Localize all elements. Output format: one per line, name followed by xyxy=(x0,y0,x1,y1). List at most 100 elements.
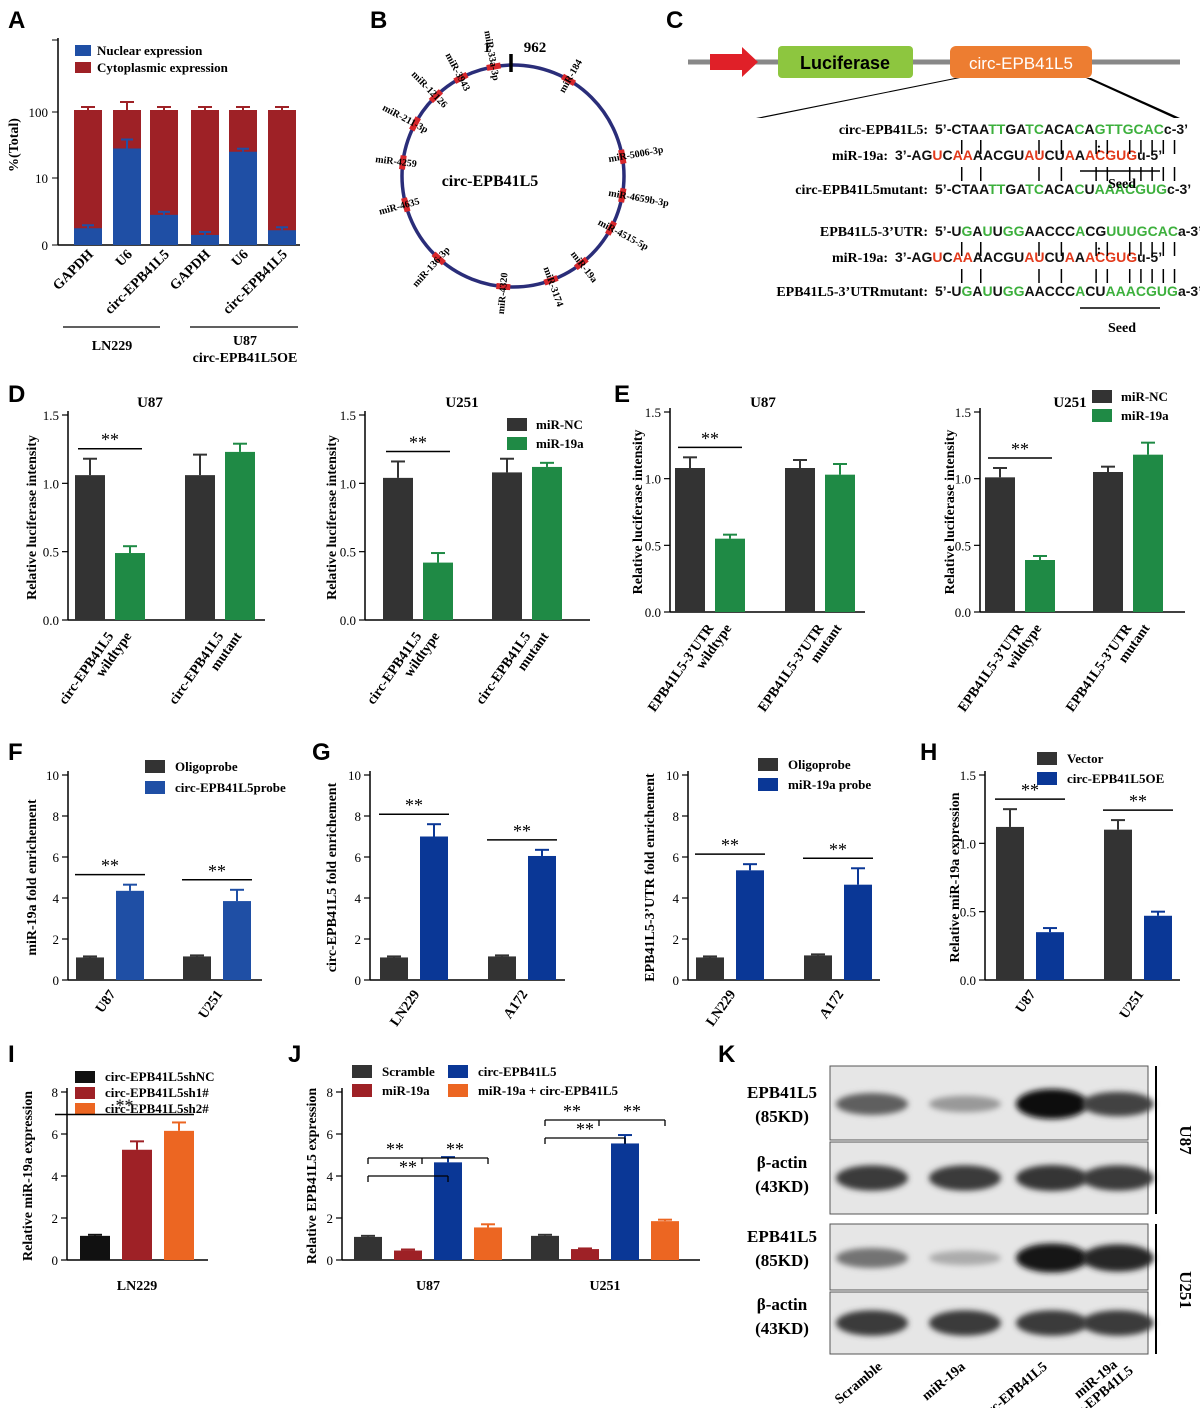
panel-b: 1 962 circ-EPB41L5 miR-184miR-5006-3pmiR… xyxy=(375,30,670,315)
ylabel-G1: circ-EPB41L5 fold enrichement xyxy=(325,782,340,972)
chart-G1: 0 2 4 6 8 10 circ-EPB41L5 fold enrichement LN22… xyxy=(325,768,565,1029)
panel-label-g: G xyxy=(312,739,331,766)
ytick-G2-4: 8 xyxy=(673,809,680,824)
gu-pair-2: : xyxy=(1097,243,1102,258)
ytick-G1-1: 2 xyxy=(355,932,362,947)
mirna-label-3: miR-4515-5p xyxy=(596,217,651,253)
legend-nuclear: Nuclear expression xyxy=(97,43,203,58)
mirna-site-3 xyxy=(605,220,617,236)
ytick-H-3: 1.5 xyxy=(960,768,976,783)
circ-box-label: circ-EPB41L5 xyxy=(969,54,1073,73)
ylabel-F: miR-19a fold enrichement xyxy=(25,799,40,956)
legend-e-mirnc: miR-NC xyxy=(1121,389,1168,404)
bar-J-1-1 xyxy=(571,1249,599,1260)
bar-J-0-1 xyxy=(394,1250,422,1260)
ytick-F-1: 2 xyxy=(53,932,60,947)
chart-G2: 0 2 4 6 8 10 EPB41L5-3’UTR fold enrichement LN2… xyxy=(643,768,880,1029)
bar-E1-1-1 xyxy=(825,474,855,612)
ytick-J-1: 2 xyxy=(327,1211,334,1226)
bar-a-cyto-3 xyxy=(191,110,219,245)
sig-E2-stars: ** xyxy=(1011,439,1029,459)
ytick-E2-1: 0.5 xyxy=(955,538,971,553)
bar-I-0-0 xyxy=(80,1235,110,1260)
xcat-H-1: U251 xyxy=(1117,988,1147,1022)
bar-H-1-1 xyxy=(1144,915,1172,980)
legend-f: Oligoprobe circ-EPB41L5probe xyxy=(145,759,286,795)
bar-G2-1-1 xyxy=(844,884,872,980)
title-E1: U87 xyxy=(750,395,776,411)
seq-label-4: miR-19a: xyxy=(832,251,888,266)
xcat-H-0: U87 xyxy=(1013,988,1039,1016)
legend-cytoplasmic: Cytoplasmic expression xyxy=(97,60,229,75)
mirna-site-5 xyxy=(543,275,559,286)
band-U87_actin-1 xyxy=(929,1165,1001,1191)
panel-k: EPB41L5 (85KD) β-actin (43KD) EPB41L5 (8… xyxy=(747,1065,1195,1408)
ytick-G1-4: 8 xyxy=(355,809,362,824)
xcat-a-2: circ-EPB41L5 xyxy=(102,247,172,317)
sig-G1-1-stars: ** xyxy=(513,821,531,841)
legend-i-sh2: circ-EPB41L5sh2# xyxy=(105,1101,209,1116)
chart-E1: 0.0 0.5 1.0 1.5 Relative luciferase intensit… xyxy=(631,395,865,715)
band-U251_EPB41L5-3 xyxy=(1082,1244,1154,1272)
wb-label-8: (43KD) xyxy=(755,1319,809,1338)
bar-E2-0-1 xyxy=(1025,560,1055,612)
wb-label-3: β-actin xyxy=(757,1153,808,1172)
ytick-D1-0: 0.0 xyxy=(43,613,59,628)
circ-end-label: 962 xyxy=(524,40,547,56)
wb-line-u87: U87 xyxy=(1176,1125,1195,1155)
ylabel-D1: Relative luciferase intensity xyxy=(25,435,40,600)
band-U87_actin-0 xyxy=(836,1165,908,1191)
ytick-E2-3: 1.5 xyxy=(955,405,971,420)
bar-H-0-0 xyxy=(996,826,1024,980)
band-U251_EPB41L5-2 xyxy=(1016,1243,1088,1273)
ytick-H-1: 0.5 xyxy=(960,905,976,920)
ytick-I-4: 8 xyxy=(52,1085,59,1100)
seed-label-1: Seed xyxy=(1108,177,1136,192)
legend-h: Vector circ-EPB41L5OE xyxy=(1037,751,1164,786)
bar-E1-0-0 xyxy=(675,468,705,612)
wb-label-2: (85KD) xyxy=(755,1107,809,1126)
seq-3: 5’-UGAUUGGAACCCACGUUUGCACa-3’ xyxy=(935,223,1200,239)
legend-g: Oligoprobe miR-19a probe xyxy=(758,757,871,792)
bar-G1-1-0 xyxy=(488,956,516,980)
wb-label-4: (43KD) xyxy=(755,1177,809,1196)
ytick-J-0: 0 xyxy=(327,1253,334,1268)
bar-I-0-1 xyxy=(122,1149,152,1260)
bar-a-cyto-0 xyxy=(74,110,102,245)
legend-j-combo: miR-19a + circ-EPB41L5 xyxy=(478,1083,619,1098)
legend-e-mir19a: miR-19a xyxy=(1121,408,1169,423)
legend-f-oligo: Oligoprobe xyxy=(175,759,238,774)
bar-a-nuclear-5 xyxy=(268,230,296,245)
chart-J: 0 2 4 6 8 Relative EPB41L5 expression U87 U251 *… xyxy=(305,1085,700,1294)
mirna-site-9 xyxy=(398,155,407,170)
ytick-J-2: 4 xyxy=(327,1169,334,1184)
ytick-I-3: 6 xyxy=(52,1127,59,1142)
sig-F-1-stars: ** xyxy=(208,861,226,881)
ylabel-E1: Relative luciferase intensity xyxy=(631,430,646,595)
ytick-F-2: 4 xyxy=(53,891,60,906)
gu-pair-1: : xyxy=(1097,141,1102,156)
mirna-label-1: miR-5006-3p xyxy=(608,145,665,166)
sig-H-0-stars: ** xyxy=(1021,780,1039,800)
sig-D2-stars: ** xyxy=(409,432,427,452)
wb-label-5: EPB41L5 xyxy=(747,1227,817,1246)
band-U251_EPB41L5-1 xyxy=(929,1250,1001,1266)
band-U251_actin-3 xyxy=(1082,1310,1154,1336)
xcat-G2-0: LN229 xyxy=(704,988,739,1030)
xcat-F-1: U251 xyxy=(196,988,226,1022)
xcat-J-1: U251 xyxy=(589,1279,620,1294)
sig-J-0-s1: ** xyxy=(399,1157,417,1177)
ytick-H-0: 0.0 xyxy=(960,973,976,988)
bar-G1-0-0 xyxy=(380,957,408,980)
sig-D1-stars: ** xyxy=(101,430,119,450)
bar-I-0-2 xyxy=(164,1130,194,1260)
mirna-label-4: miR-19a xyxy=(568,249,599,285)
legend-j-scramble: Scramble xyxy=(382,1064,435,1079)
ytick-E2-0: 0.0 xyxy=(955,605,971,620)
mirna-site-11 xyxy=(428,89,444,104)
bar-H-1-0 xyxy=(1104,829,1132,980)
mirna-label-2: miR-4659b-3p xyxy=(607,188,670,210)
band-U251_EPB41L5-0 xyxy=(836,1247,908,1269)
group-circ-oe: circ-EPB41L5OE xyxy=(193,351,298,366)
